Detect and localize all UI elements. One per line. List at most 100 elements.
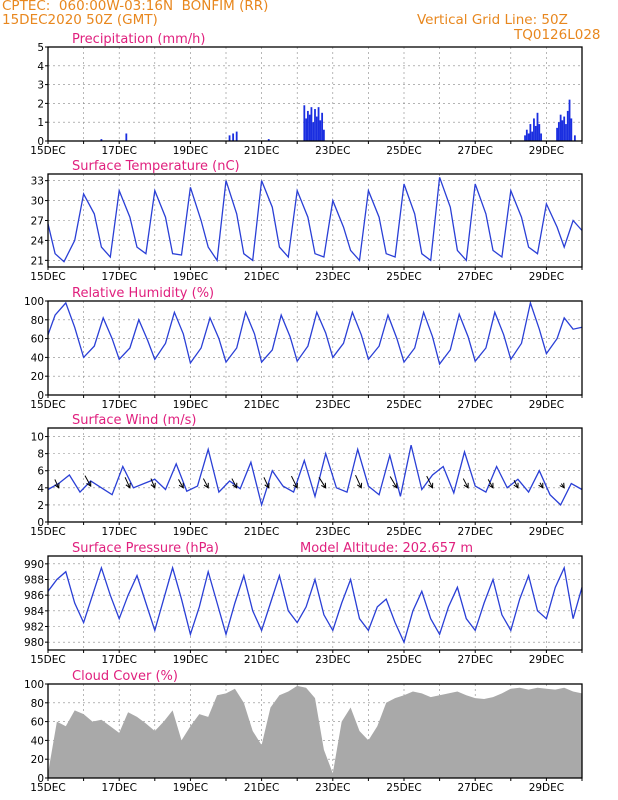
wind-arrow: [263, 477, 270, 489]
precip-bar: [235, 131, 238, 141]
x-tick-label: 25DEC: [386, 526, 421, 538]
wind-arrowhead: [392, 482, 398, 489]
chart-header: CPTEC: 060:00W-03:16N BONFIM (RR) 15DEC2…: [0, 0, 618, 44]
panel-frame: [47, 46, 583, 142]
precip-bar: [232, 133, 235, 141]
series-line: [47, 177, 583, 263]
y-tick-label: 20: [31, 754, 44, 766]
y-tick-label: 100: [24, 296, 44, 308]
wind-arrowhead: [150, 482, 156, 489]
y-tick-label: 0: [37, 390, 44, 402]
precip-bar: [310, 107, 313, 141]
x-tick-label: 25DEC: [386, 782, 421, 794]
panel-frame: [47, 683, 583, 779]
wind-arrow: [462, 478, 469, 489]
x-tick-label: 15DEC: [30, 782, 65, 794]
wind-arrowhead: [356, 482, 363, 489]
panel-frame: [47, 173, 583, 268]
precip-bar: [312, 122, 315, 141]
x-tick-label: 21DEC: [244, 782, 279, 794]
x-tick-label: 25DEC: [386, 145, 421, 157]
y-tick-label: 0: [37, 136, 44, 148]
x-tick-label: 19DEC: [173, 782, 208, 794]
precip-bar: [538, 124, 541, 141]
y-tick-label: 5: [37, 42, 44, 54]
x-tick-label: 29DEC: [529, 526, 564, 538]
precip-bar: [568, 99, 571, 141]
y-tick-label: 40: [31, 735, 44, 747]
wind-arrow: [124, 477, 131, 489]
series-line: [47, 565, 583, 645]
panel-frame: [47, 300, 583, 396]
y-tick-label: 10: [31, 432, 44, 444]
x-tick-label: 19DEC: [173, 271, 208, 283]
x-tick-label: 19DEC: [173, 399, 208, 411]
x-tick-label: 23DEC: [315, 526, 350, 538]
panel-frame: [47, 427, 583, 523]
wind-arrow: [513, 480, 519, 489]
y-tick-label: 988: [24, 575, 44, 587]
y-tick-label: 1: [37, 117, 44, 129]
wind-arrowhead: [203, 482, 209, 489]
wind-arrowhead: [463, 482, 469, 489]
x-tick-label: 27DEC: [457, 782, 492, 794]
y-tick-label: 80: [31, 698, 44, 710]
precip-bar: [561, 120, 564, 141]
panel-title: Surface Pressure (hPa): [72, 541, 219, 556]
x-tick-label: 21DEC: [244, 654, 279, 666]
model-code-label: TQ0126L028: [514, 27, 601, 43]
precip-bar: [527, 133, 530, 141]
precip-bar: [566, 110, 569, 141]
wind-arrowhead: [264, 482, 270, 489]
x-tick-label: 23DEC: [315, 654, 350, 666]
x-tick-label: 29DEC: [529, 654, 564, 666]
precip-bar: [557, 122, 560, 141]
precip-bar: [303, 105, 306, 141]
y-tick-label: 60: [31, 717, 44, 729]
panel-annotation: Model Altitude: 202.657 m: [300, 541, 473, 556]
panel-1: 0 1 2 3 4 5 15DEC 17DEC 19DEC 21DEC 23DEC 25DEC 27DE…: [30, 32, 583, 157]
grid-note-label: Vertical Grid Line: 50Z: [417, 12, 568, 28]
wind-arrowhead: [178, 482, 184, 489]
y-tick-label: 60: [31, 334, 44, 346]
wind-arrow: [150, 478, 156, 489]
precip-bar: [559, 114, 562, 141]
precip-bar: [315, 116, 318, 141]
wind-arrow: [389, 476, 398, 489]
x-tick-label: 21DEC: [244, 526, 279, 538]
x-tick-label: 25DEC: [386, 271, 421, 283]
precip-bar: [308, 114, 311, 141]
y-tick-label: 2: [37, 500, 44, 512]
panel-5: 980 982 984 986 988 990 15DEC 17DEC 19DEC 21DEC 23…: [24, 541, 583, 666]
x-tick-label: 25DEC: [386, 654, 421, 666]
x-tick-label: 23DEC: [315, 145, 350, 157]
precip-bar: [525, 129, 528, 141]
x-tick-label: 15DEC: [30, 399, 65, 411]
x-tick-label: 25DEC: [386, 399, 421, 411]
panel-title: Surface Temperature (nC): [72, 159, 240, 174]
y-tick-label: 80: [31, 315, 44, 327]
wind-arrowhead: [538, 482, 544, 489]
x-tick-label: 27DEC: [457, 145, 492, 157]
panel-2: 21 24 27 30 33 15DEC 17DEC 19DEC 21DEC 23DEC 25DEC…: [30, 159, 583, 283]
precip-bar: [540, 133, 542, 141]
precip-bar: [267, 139, 270, 141]
x-tick-label: 15DEC: [30, 526, 65, 538]
y-tick-label: 4: [37, 61, 44, 73]
wind-arrow: [178, 479, 184, 489]
x-tick-label: 17DEC: [101, 145, 136, 157]
x-tick-label: 17DEC: [101, 654, 136, 666]
x-tick-label: 15DEC: [30, 145, 65, 157]
wind-arrowhead: [232, 482, 238, 489]
y-tick-label: 990: [24, 559, 44, 571]
panel-3: 0 20 40 60 80 100 15DEC 17DEC 19DEC 21DEC 23DEC 25D…: [24, 286, 583, 411]
precip-bar: [573, 135, 576, 141]
precip-bar: [125, 133, 128, 141]
wind-arrow: [290, 475, 298, 489]
wind-arrow: [318, 477, 327, 489]
wind-arrowhead: [513, 482, 519, 489]
wind-arrowhead: [488, 482, 494, 489]
x-tick-label: 23DEC: [315, 271, 350, 283]
x-tick-label: 15DEC: [30, 271, 65, 283]
wind-arrow: [54, 479, 60, 489]
